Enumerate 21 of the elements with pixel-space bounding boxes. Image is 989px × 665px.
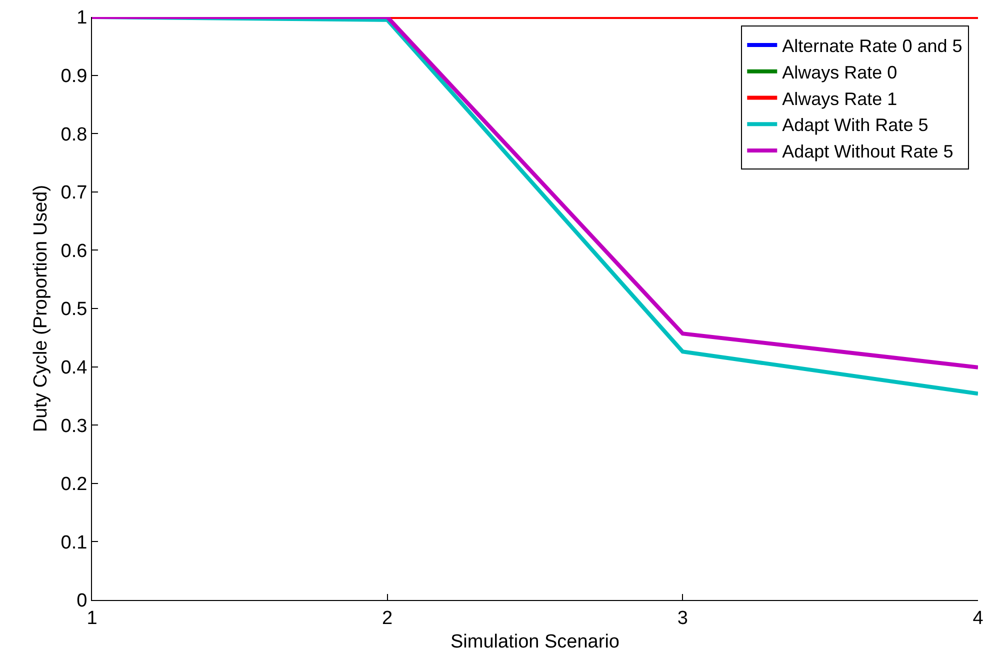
y-tick-label: 0.8	[60, 124, 88, 146]
y-tick-label: 0	[76, 590, 88, 612]
legend-label: Always Rate 1	[782, 88, 898, 109]
y-tick-label: 1	[76, 8, 88, 29]
x-axis-title: Simulation Scenario	[450, 632, 620, 653]
y-tick-label: 0.6	[60, 240, 88, 262]
legend-label: Adapt With Rate 5	[782, 115, 928, 136]
y-tick-label: 0.5	[60, 299, 88, 320]
y-tick-label: 0.2	[60, 474, 88, 496]
x-tick-label: 3	[677, 608, 688, 629]
y-tick-label: 0.4	[60, 357, 88, 378]
legend-label: Alternate Rate 0 and 5	[782, 36, 962, 56]
y-tick-label: 0.3	[60, 416, 88, 437]
y-tick-label: 0.7	[60, 182, 88, 204]
legend-label: Always Rate 0	[782, 62, 898, 82]
y-axis-title: Duty Cycle (Proportion Used)	[30, 184, 52, 432]
y-tick-label: 0.9	[60, 66, 88, 87]
y-tick-label: 0.1	[60, 532, 88, 554]
legend-label: Adapt Without Rate 5	[782, 142, 954, 162]
x-tick-label: 4	[972, 608, 984, 629]
x-tick-label: 2	[382, 608, 393, 629]
